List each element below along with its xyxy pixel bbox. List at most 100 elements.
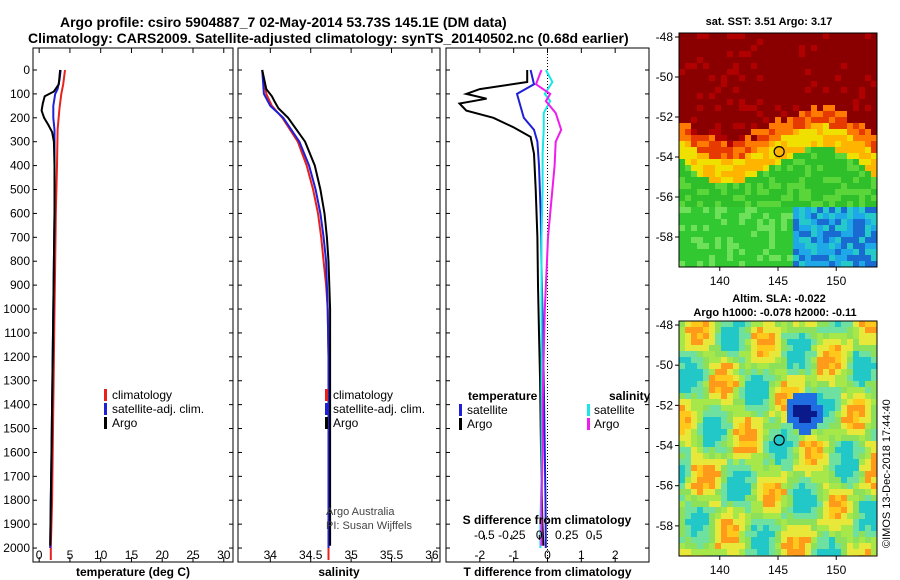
map-cell bbox=[751, 219, 757, 225]
depth-tick-label: 1800 bbox=[3, 493, 30, 507]
map-cell bbox=[787, 411, 793, 417]
map-cell bbox=[715, 141, 721, 147]
map-cell bbox=[685, 531, 691, 537]
map-cell bbox=[739, 261, 745, 267]
map-cell bbox=[697, 63, 703, 69]
map-cell bbox=[805, 507, 811, 513]
map-cell bbox=[847, 549, 853, 555]
map-cell bbox=[775, 123, 781, 129]
map-cell bbox=[871, 219, 877, 225]
map-cell bbox=[793, 213, 799, 219]
map-cell bbox=[805, 549, 811, 555]
map-cell bbox=[751, 411, 757, 417]
map-cell bbox=[859, 129, 865, 135]
map-cell bbox=[685, 183, 691, 189]
map-cell bbox=[823, 93, 829, 99]
map-cell bbox=[835, 531, 841, 537]
map-cell bbox=[763, 423, 769, 429]
map-cell bbox=[853, 249, 859, 255]
map-cell bbox=[853, 483, 859, 489]
map-cell bbox=[829, 33, 835, 39]
map-cell bbox=[775, 489, 781, 495]
map-cell bbox=[745, 531, 751, 537]
map-cell bbox=[757, 321, 763, 327]
map-cell bbox=[739, 423, 745, 429]
map-cell bbox=[787, 261, 793, 267]
map-cell bbox=[679, 117, 685, 123]
sst_map-xtick-label: 140 bbox=[710, 274, 730, 288]
map-cell bbox=[811, 123, 817, 129]
depth-tick-label: 1600 bbox=[3, 445, 30, 459]
map-cell bbox=[709, 63, 715, 69]
map-cell bbox=[685, 261, 691, 267]
map-cell bbox=[811, 465, 817, 471]
map-cell bbox=[709, 345, 715, 351]
map-cell bbox=[769, 75, 775, 81]
map-cell bbox=[757, 225, 763, 231]
map-cell bbox=[847, 495, 853, 501]
map-cell bbox=[769, 369, 775, 375]
map-cell bbox=[715, 363, 721, 369]
map-cell bbox=[763, 237, 769, 243]
map-cell bbox=[685, 393, 691, 399]
map-cell bbox=[793, 177, 799, 183]
map-cell bbox=[811, 159, 817, 165]
map-cell bbox=[835, 183, 841, 189]
map-cell bbox=[847, 441, 853, 447]
imos-credit: ©IMOS 13-Dec-2018 17:44:40 bbox=[881, 399, 893, 548]
map-cell bbox=[823, 435, 829, 441]
map-cell bbox=[757, 459, 763, 465]
map-cell bbox=[715, 543, 721, 549]
map-cell bbox=[829, 63, 835, 69]
map-cell bbox=[841, 537, 847, 543]
map-cell bbox=[775, 33, 781, 39]
map-cell bbox=[865, 33, 871, 39]
map-cell bbox=[841, 423, 847, 429]
map-cell bbox=[733, 501, 739, 507]
map-cell bbox=[697, 195, 703, 201]
map-cell bbox=[715, 387, 721, 393]
map-cell bbox=[691, 231, 697, 237]
map-cell bbox=[847, 405, 853, 411]
map-cell bbox=[733, 129, 739, 135]
map-cell bbox=[853, 81, 859, 87]
map-cell bbox=[871, 183, 877, 189]
map-cell bbox=[763, 543, 769, 549]
map-cell bbox=[835, 201, 841, 207]
temperature-legend-label: Argo bbox=[112, 416, 138, 430]
map-cell bbox=[703, 465, 709, 471]
map-cell bbox=[811, 87, 817, 93]
map-cell bbox=[853, 159, 859, 165]
map-cell bbox=[805, 141, 811, 147]
map-cell bbox=[769, 417, 775, 423]
map-cell bbox=[751, 363, 757, 369]
map-cell bbox=[763, 549, 769, 555]
map-cell bbox=[751, 153, 757, 159]
map-cell bbox=[823, 351, 829, 357]
map-cell bbox=[871, 147, 877, 153]
map-cell bbox=[805, 81, 811, 87]
map-cell bbox=[847, 57, 853, 63]
map-cell bbox=[715, 333, 721, 339]
map-cell bbox=[805, 93, 811, 99]
map-cell bbox=[691, 207, 697, 213]
map-cell bbox=[775, 525, 781, 531]
map-cell bbox=[739, 489, 745, 495]
map-cell bbox=[775, 549, 781, 555]
map-cell bbox=[799, 321, 805, 327]
map-cell bbox=[853, 111, 859, 117]
map-cell bbox=[835, 165, 841, 171]
map-cell bbox=[865, 51, 871, 57]
map-cell bbox=[745, 483, 751, 489]
map-cell bbox=[721, 549, 727, 555]
map-cell bbox=[733, 465, 739, 471]
map-cell bbox=[865, 105, 871, 111]
map-cell bbox=[787, 141, 793, 147]
map-cell bbox=[733, 387, 739, 393]
map-cell bbox=[727, 321, 733, 327]
map-cell bbox=[793, 201, 799, 207]
map-cell bbox=[823, 549, 829, 555]
map-cell bbox=[859, 135, 865, 141]
map-cell bbox=[835, 147, 841, 153]
map-cell bbox=[781, 189, 787, 195]
